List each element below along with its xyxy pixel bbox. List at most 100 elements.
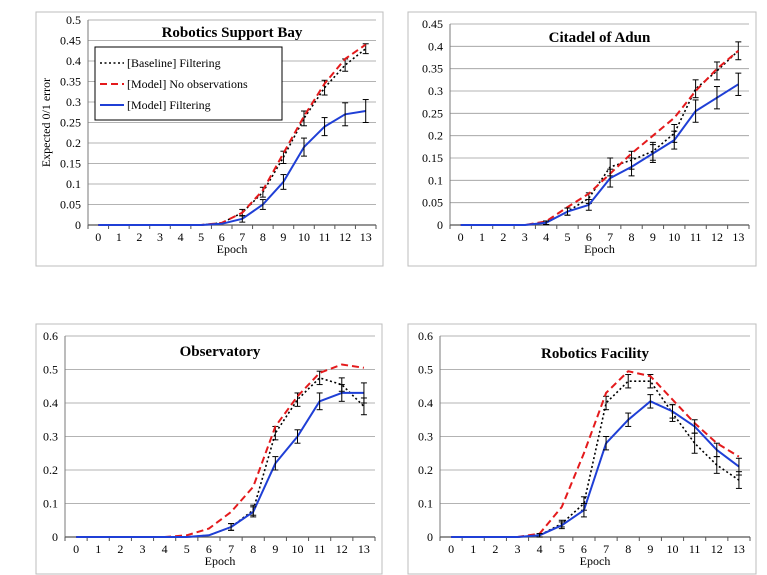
y-tick-label: 0.5 (43, 363, 58, 377)
x-tick-label: 7 (228, 542, 234, 556)
chart-title: Citadel of Adun (549, 30, 651, 46)
chart-panel-2: 00.050.10.150.20.250.30.350.40.450 1 2 3 4 5 6… (407, 11, 757, 267)
x-tick-label: 2 (500, 230, 506, 244)
x-tick-label: 6 (586, 230, 592, 244)
x-tick-label: 2 (492, 542, 498, 556)
x-tick-label: 9 (280, 230, 286, 244)
y-tick-label: 0.05 (60, 198, 81, 212)
chart-title: Robotics Facility (541, 346, 649, 362)
x-tick-label: 0 (458, 230, 464, 244)
x-tick-label: 13 (360, 230, 372, 244)
y-tick-label: 0.4 (43, 396, 58, 410)
x-tick-label: 7 (603, 542, 609, 556)
x-tick-label: 1 (116, 230, 122, 244)
y-tick-label: 0.2 (43, 463, 58, 477)
chart-frame (35, 323, 383, 575)
y-tick-label: 0.5 (418, 363, 433, 377)
x-tick-label: 10 (668, 230, 680, 244)
chart-panel-4: 00.10.20.30.40.50.60 1 2 3 4 5 6 7 8 9 10 11 12 13Epo… (407, 323, 757, 575)
y-tick-label: 0 (437, 218, 443, 232)
x-tick-label: 2 (136, 230, 142, 244)
x-tick-label: 11 (689, 542, 701, 556)
x-tick-label: 6 (219, 230, 225, 244)
x-axis-label: Epoch (205, 554, 236, 568)
y-tick-label: 0.15 (422, 151, 443, 165)
legend-box (94, 46, 283, 121)
x-tick-label: 12 (711, 542, 723, 556)
x-tick-label: 7 (239, 230, 245, 244)
x-tick-label: 2 (117, 542, 123, 556)
y-tick-label: 0.3 (418, 430, 433, 444)
y-tick-label: 0.5 (66, 13, 81, 27)
x-tick-label: 9 (647, 542, 653, 556)
y-tick-label: 0.6 (43, 329, 58, 343)
y-tick-label: 0.25 (422, 106, 443, 120)
y-tick-label: 0.05 (422, 196, 443, 210)
x-tick-label: 12 (711, 230, 723, 244)
x-tick-label: 13 (733, 542, 745, 556)
legend-label: [Model] No observations (127, 77, 248, 91)
x-tick-label: 3 (522, 230, 528, 244)
x-axis-label: Epoch (580, 554, 611, 568)
series-line (451, 380, 740, 538)
y-tick-label: 0.45 (422, 17, 443, 31)
y-tick-label: 0.2 (428, 129, 443, 143)
x-axis-label: Epoch (217, 242, 248, 256)
y-tick-label: 0 (52, 530, 58, 544)
y-tick-label: 0.35 (422, 62, 443, 76)
x-tick-label: 4 (162, 542, 168, 556)
x-tick-label: 10 (298, 230, 310, 244)
chart-panel-3: 00.10.20.30.40.50.60 1 2 3 4 5 6 7 8 9 10 11 12 13Epo… (35, 323, 383, 575)
y-tick-label: 0.3 (66, 95, 81, 109)
y-tick-label: 0.4 (66, 54, 81, 68)
y-tick-label: 0 (427, 530, 433, 544)
x-tick-label: 5 (559, 542, 565, 556)
x-tick-label: 12 (336, 542, 348, 556)
x-tick-label: 10 (292, 542, 304, 556)
x-tick-label: 8 (625, 542, 631, 556)
x-tick-label: 0 (95, 230, 101, 244)
x-tick-label: 1 (470, 542, 476, 556)
y-tick-label: 0.2 (66, 136, 81, 150)
x-tick-label: 8 (260, 230, 266, 244)
x-tick-label: 12 (339, 230, 351, 244)
x-tick-label: 3 (140, 542, 146, 556)
x-tick-label: 13 (358, 542, 370, 556)
x-tick-label: 8 (629, 230, 635, 244)
legend: [Baseline] Filtering [Model] No observati… (94, 46, 283, 121)
y-tick-label: 0.4 (428, 39, 443, 53)
x-tick-label: 3 (157, 230, 163, 244)
x-tick-label: 5 (564, 230, 570, 244)
x-tick-label: 0 (73, 542, 79, 556)
x-tick-label: 9 (272, 542, 278, 556)
legend-label: [Baseline] Filtering (127, 56, 221, 70)
x-tick-label: 5 (198, 230, 204, 244)
x-tick-label: 4 (537, 542, 543, 556)
y-tick-label: 0 (75, 218, 81, 232)
x-tick-label: 11 (319, 230, 331, 244)
chart-panel-1: 0 0.05 0.1 0.15 0.2 0.25 0.3 0.35 0.4 0.45 0.5 0 1 2 3… (35, 11, 384, 267)
x-tick-label: 4 (178, 230, 184, 244)
x-tick-label: 3 (515, 542, 521, 556)
y-tick-label: 0.1 (66, 177, 81, 191)
x-tick-label: 6 (581, 542, 587, 556)
series-line (76, 391, 364, 538)
y-axis-label: Expected 0/1 error (39, 78, 53, 167)
chart-frame (407, 11, 757, 267)
y-tick-label: 0.35 (60, 75, 81, 89)
y-tick-label: 0.1 (418, 497, 433, 511)
chart-frame (407, 323, 757, 575)
y-tick-label: 0.2 (418, 463, 433, 477)
x-tick-label: 4 (543, 230, 549, 244)
x-tick-label: 8 (250, 542, 256, 556)
x-tick-label: 0 (448, 542, 454, 556)
series-line (460, 83, 739, 226)
y-tick-label: 0.1 (428, 173, 443, 187)
y-tick-label: 0.3 (43, 430, 58, 444)
y-tick-label: 0.45 (60, 34, 81, 48)
series-line (451, 400, 740, 538)
x-tick-label: 5 (184, 542, 190, 556)
x-tick-label: 11 (314, 542, 326, 556)
x-tick-label: 6 (206, 542, 212, 556)
